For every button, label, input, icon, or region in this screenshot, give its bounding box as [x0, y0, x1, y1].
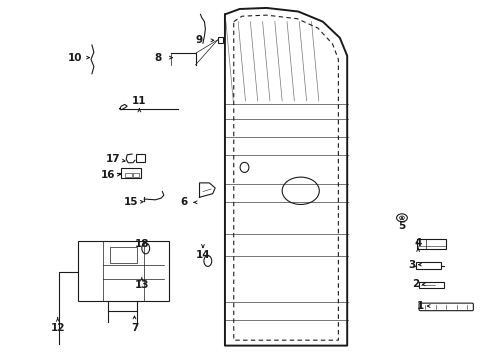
FancyBboxPatch shape — [418, 303, 472, 311]
Text: 6: 6 — [180, 197, 187, 207]
Bar — [124, 173, 132, 177]
Text: 15: 15 — [123, 197, 138, 207]
Bar — [78, 241, 168, 301]
Text: 18: 18 — [134, 239, 149, 249]
Bar — [110, 247, 137, 263]
Bar — [416, 239, 425, 249]
Text: 4: 4 — [413, 238, 421, 248]
Bar — [418, 282, 443, 288]
Text: 16: 16 — [100, 170, 115, 180]
Text: 1: 1 — [416, 301, 423, 311]
Text: 7: 7 — [130, 323, 138, 333]
Bar — [415, 262, 440, 269]
Text: 8: 8 — [154, 53, 161, 63]
Text: 13: 13 — [134, 280, 149, 290]
Text: 17: 17 — [106, 154, 121, 164]
Text: 9: 9 — [195, 35, 202, 45]
Bar — [121, 168, 141, 178]
Text: 14: 14 — [195, 250, 210, 260]
Bar — [133, 173, 139, 177]
Text: 5: 5 — [398, 221, 405, 231]
Bar — [416, 239, 446, 249]
Text: 2: 2 — [411, 279, 418, 289]
Bar — [217, 37, 223, 43]
Text: 10: 10 — [67, 53, 82, 63]
Bar — [136, 154, 144, 162]
Text: 11: 11 — [132, 96, 146, 106]
Text: 12: 12 — [50, 323, 65, 333]
Text: 3: 3 — [408, 260, 415, 270]
